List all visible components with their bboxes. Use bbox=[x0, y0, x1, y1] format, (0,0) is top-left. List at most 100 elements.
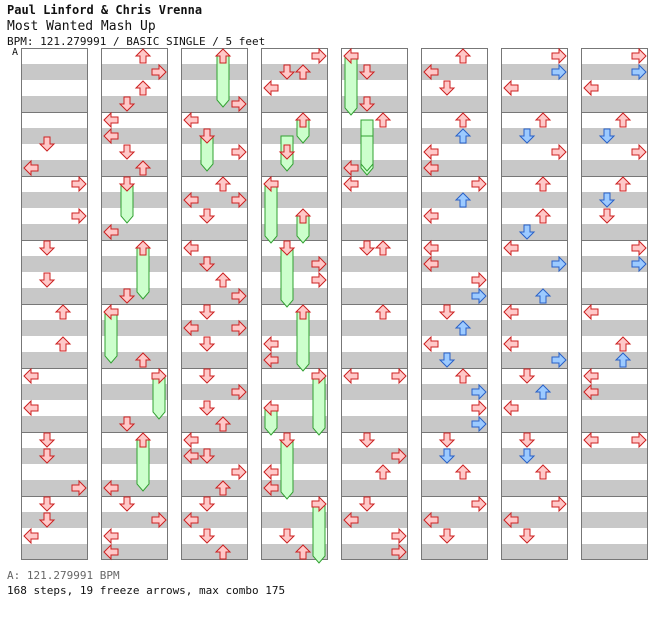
step-arrow-up bbox=[294, 64, 312, 80]
step-arrow-right bbox=[231, 383, 247, 401]
step-arrow-right bbox=[471, 175, 487, 193]
step-arrow-down bbox=[598, 128, 616, 144]
step-arrow-up bbox=[534, 112, 552, 128]
step-arrow-left bbox=[263, 399, 279, 417]
bpm-marker: A bbox=[12, 47, 19, 58]
step-arrow-down bbox=[278, 144, 296, 160]
step-arrow-right bbox=[631, 239, 647, 257]
step-arrow-right bbox=[231, 95, 247, 113]
freeze-arrow bbox=[312, 375, 326, 436]
step-arrow-left bbox=[183, 319, 199, 337]
step-arrow-down bbox=[518, 528, 536, 544]
step-arrow-down bbox=[38, 448, 56, 464]
step-arrow-up bbox=[374, 464, 392, 480]
step-arrow-right bbox=[231, 191, 247, 209]
step-arrow-left bbox=[343, 175, 359, 193]
step-arrow-left bbox=[103, 527, 119, 545]
step-arrow-up bbox=[54, 336, 72, 352]
stats-line: 168 steps, 19 freeze arrows, max combo 1… bbox=[7, 584, 286, 597]
step-arrow-left bbox=[103, 127, 119, 145]
step-arrow-down bbox=[198, 448, 216, 464]
chart-column bbox=[501, 48, 568, 560]
step-arrow-up bbox=[134, 80, 152, 96]
step-arrow-down bbox=[198, 336, 216, 352]
step-arrow-up bbox=[534, 208, 552, 224]
step-arrow-down bbox=[518, 432, 536, 448]
step-arrow-down bbox=[358, 496, 376, 512]
freeze-arrow bbox=[136, 439, 150, 492]
step-arrow-left bbox=[183, 431, 199, 449]
step-arrow-down bbox=[438, 448, 456, 464]
step-arrow-left bbox=[263, 463, 279, 481]
step-arrow-left bbox=[503, 335, 519, 353]
step-arrow-down bbox=[198, 368, 216, 384]
step-arrow-left bbox=[183, 447, 199, 465]
step-arrow-up bbox=[294, 112, 312, 128]
step-arrow-up bbox=[454, 48, 472, 64]
step-arrow-down bbox=[118, 496, 136, 512]
step-arrow-down bbox=[438, 304, 456, 320]
step-arrow-left bbox=[103, 543, 119, 561]
freeze-arrow bbox=[136, 247, 150, 300]
step-arrow-down bbox=[38, 240, 56, 256]
step-arrow-right bbox=[551, 351, 567, 369]
step-arrow-up bbox=[614, 176, 632, 192]
step-arrow-left bbox=[583, 303, 599, 321]
step-arrow-up bbox=[134, 160, 152, 176]
step-arrow-left bbox=[343, 159, 359, 177]
step-arrow-up bbox=[614, 336, 632, 352]
step-arrow-right bbox=[471, 495, 487, 513]
step-arrow-up bbox=[534, 464, 552, 480]
step-arrow-up bbox=[374, 240, 392, 256]
step-arrow-down bbox=[518, 448, 536, 464]
step-arrow-right bbox=[231, 143, 247, 161]
step-arrow-up bbox=[134, 432, 152, 448]
step-arrow-right bbox=[231, 463, 247, 481]
step-arrow-down bbox=[278, 64, 296, 80]
step-arrow-right bbox=[231, 319, 247, 337]
step-arrow-left bbox=[343, 47, 359, 65]
step-arrow-up bbox=[454, 464, 472, 480]
step-arrow-right bbox=[311, 255, 327, 273]
step-arrow-left bbox=[423, 63, 439, 81]
step-arrow-right bbox=[391, 527, 407, 545]
step-arrow-up bbox=[214, 48, 232, 64]
step-arrow-left bbox=[503, 399, 519, 417]
step-arrow-up bbox=[614, 112, 632, 128]
step-arrow-down bbox=[438, 352, 456, 368]
freeze-arrow bbox=[264, 183, 278, 244]
step-arrow-up bbox=[134, 240, 152, 256]
step-arrow-right bbox=[471, 383, 487, 401]
step-arrow-left bbox=[263, 175, 279, 193]
step-arrow-left bbox=[23, 367, 39, 385]
step-arrow-left bbox=[263, 479, 279, 497]
step-arrow-left bbox=[183, 239, 199, 257]
step-arrow-right bbox=[551, 495, 567, 513]
chart-column bbox=[21, 48, 88, 560]
step-arrow-left bbox=[583, 367, 599, 385]
step-arrow-left bbox=[423, 335, 439, 353]
step-arrow-right bbox=[151, 511, 167, 529]
step-arrow-left bbox=[263, 79, 279, 97]
step-arrow-down bbox=[278, 528, 296, 544]
freeze-arrow bbox=[296, 311, 310, 372]
step-arrow-up bbox=[454, 320, 472, 336]
step-arrow-down bbox=[118, 416, 136, 432]
step-arrow-left bbox=[583, 383, 599, 401]
step-arrow-up bbox=[294, 304, 312, 320]
freeze-arrow bbox=[312, 503, 326, 564]
step-arrow-down bbox=[198, 128, 216, 144]
step-arrow-down bbox=[198, 208, 216, 224]
step-arrow-left bbox=[583, 431, 599, 449]
chart-column bbox=[581, 48, 648, 560]
step-arrow-right bbox=[551, 47, 567, 65]
step-arrow-left bbox=[343, 367, 359, 385]
step-arrow-left bbox=[423, 239, 439, 257]
step-arrow-down bbox=[598, 208, 616, 224]
step-arrow-left bbox=[503, 239, 519, 257]
step-arrow-left bbox=[103, 111, 119, 129]
step-arrow-right bbox=[471, 399, 487, 417]
step-arrow-right bbox=[311, 495, 327, 513]
chart-column bbox=[261, 48, 328, 560]
